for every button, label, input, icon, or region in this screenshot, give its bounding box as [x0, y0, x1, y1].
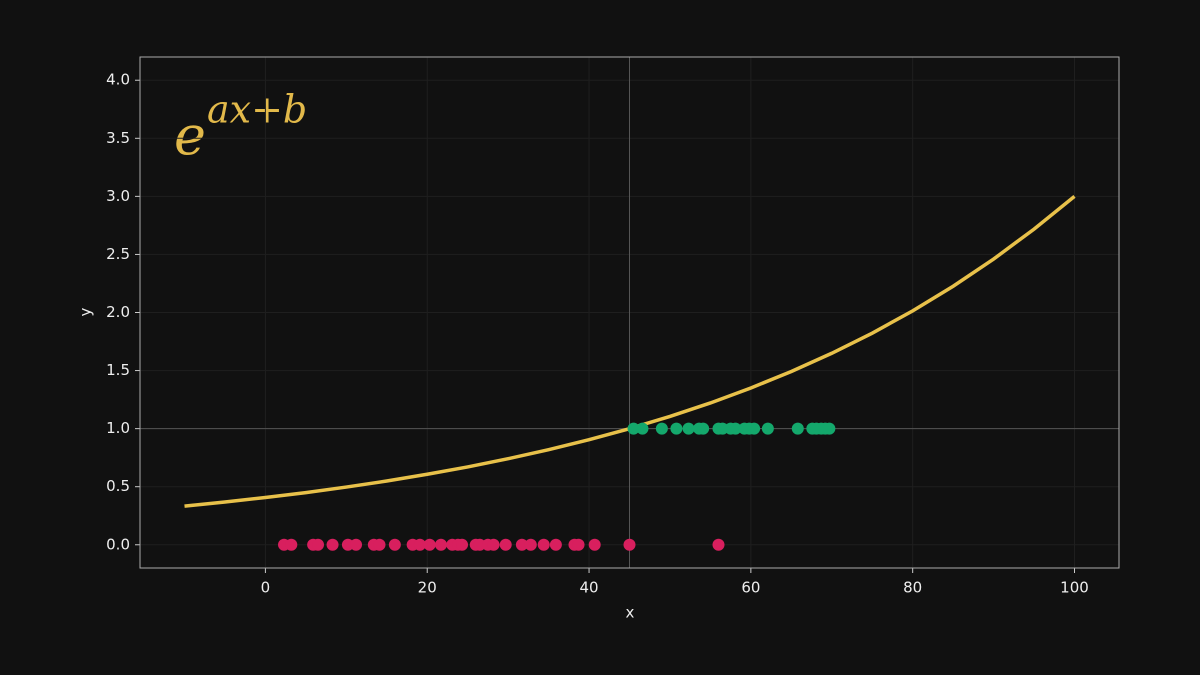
point: [712, 538, 725, 551]
y-tick-label: 0.0: [106, 535, 130, 553]
y-tick-label: 1.0: [106, 419, 130, 437]
point: [682, 422, 695, 435]
point: [499, 538, 512, 551]
point: [823, 422, 836, 435]
point: [588, 538, 601, 551]
y-tick-label: 2.5: [106, 245, 130, 263]
point: [623, 538, 636, 551]
point: [748, 422, 761, 435]
x-tick-label: 80: [903, 579, 922, 597]
y-tick-label: 3.5: [106, 129, 130, 147]
x-tick-label: 40: [579, 579, 598, 597]
point: [572, 538, 585, 551]
point: [636, 422, 649, 435]
y-axis-label: y: [77, 307, 95, 316]
y-tick-label: 4.0: [106, 71, 130, 89]
x-axis-label: x: [626, 604, 635, 622]
point: [434, 538, 447, 551]
point: [413, 538, 426, 551]
point: [655, 422, 668, 435]
point: [791, 422, 804, 435]
plot-frame: [139, 56, 1120, 569]
point: [537, 538, 550, 551]
point: [373, 538, 386, 551]
annotation-base: e: [174, 104, 206, 167]
point: [388, 538, 401, 551]
point: [697, 422, 710, 435]
x-tick-label: 60: [741, 579, 760, 597]
point: [549, 538, 562, 551]
point: [285, 538, 298, 551]
point: [729, 422, 742, 435]
point: [456, 538, 469, 551]
point: [524, 538, 537, 551]
point: [670, 422, 683, 435]
x-tick-label: 0: [261, 579, 271, 597]
y-tick-label: 0.5: [106, 477, 130, 495]
y-tick-label: 1.5: [106, 361, 130, 379]
annotation-exponent: ax+b: [207, 88, 307, 132]
point: [350, 538, 363, 551]
x-tick-label: 20: [418, 579, 437, 597]
x-tick-label: 100: [1060, 579, 1089, 597]
point: [761, 422, 774, 435]
point: [423, 538, 436, 551]
point: [627, 422, 640, 435]
y-tick-label: 3.0: [106, 187, 130, 205]
point: [326, 538, 339, 551]
point: [487, 538, 500, 551]
point: [312, 538, 324, 551]
y-tick-label: 2.0: [106, 303, 130, 321]
point: [515, 538, 528, 551]
